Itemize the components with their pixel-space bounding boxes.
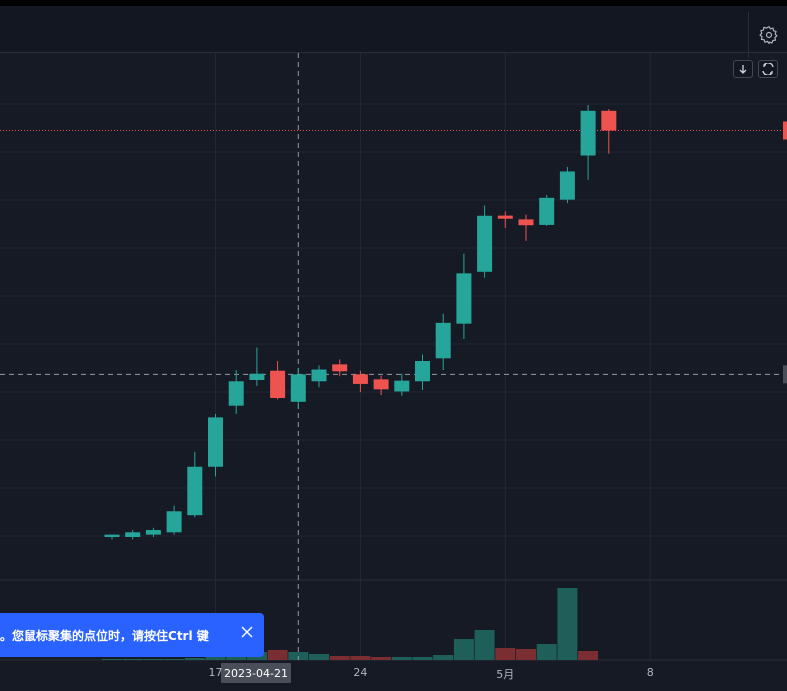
window-top-edge <box>0 0 787 6</box>
volume-bar <box>371 657 392 660</box>
reset-chart-button[interactable] <box>758 60 778 78</box>
candle-body <box>580 110 596 156</box>
time-axis-label: 17 <box>208 666 223 679</box>
candle-body <box>208 417 223 467</box>
volume-bar <box>329 656 350 660</box>
volume-bar <box>495 648 516 660</box>
time-axis-label: 5月 <box>496 668 515 681</box>
settings-button[interactable] <box>748 12 787 58</box>
candle-body <box>270 370 286 398</box>
candle-body <box>435 322 451 359</box>
candle-body <box>145 530 161 535</box>
last-price-marker <box>783 121 787 140</box>
candle-body <box>415 361 430 382</box>
hint-toast-text: 您鼠标聚集的点位时，请按住Ctrl 键。 <box>0 628 209 643</box>
candle-body <box>518 219 534 226</box>
candle-body <box>104 534 120 537</box>
volume-bar <box>578 651 599 660</box>
volume-bar <box>412 657 433 660</box>
chart-toolbar <box>0 6 787 58</box>
volume-bar <box>205 657 226 660</box>
candle-body <box>311 369 327 382</box>
candle-body <box>601 110 617 131</box>
candle-body <box>456 273 472 324</box>
volume-bar <box>453 639 474 660</box>
time-axis-label: 24 <box>353 666 368 679</box>
candle-body <box>539 197 555 225</box>
time-axis-label: 8 <box>646 666 654 679</box>
arrow-down-icon <box>739 65 747 74</box>
volume-bar <box>102 659 122 660</box>
candle-body <box>394 380 410 392</box>
volume-bar <box>557 588 578 660</box>
volume-bar <box>474 630 495 660</box>
crosshair-date-label: 2023-04-21 <box>221 663 291 683</box>
reset-icon <box>762 63 774 75</box>
candle-body <box>187 466 203 516</box>
candle-body <box>477 215 493 272</box>
volume-bar <box>350 656 371 660</box>
volume-bar <box>536 644 557 660</box>
candle-body <box>332 364 348 372</box>
candle-body <box>228 381 244 406</box>
candle-body <box>559 171 575 200</box>
candle-body <box>352 374 368 384</box>
close-icon <box>241 626 253 638</box>
volume-bar <box>516 649 536 660</box>
volume-bar <box>309 654 329 660</box>
volume-bar <box>433 655 454 660</box>
volume-bar <box>143 659 164 660</box>
hint-toast: 您鼠标聚集的点位时，请按住Ctrl 键。 <box>0 613 264 657</box>
toast-close-button[interactable] <box>238 623 256 641</box>
candle-body <box>290 374 306 402</box>
candle-body <box>373 379 389 390</box>
candle-body <box>497 215 513 219</box>
volume-bar <box>164 659 185 660</box>
gear-icon <box>758 25 778 45</box>
volume-bar <box>122 659 143 660</box>
volume-bar <box>226 654 247 660</box>
crosshair-price-marker <box>783 365 787 384</box>
candle-body <box>249 373 265 380</box>
candle-body <box>125 532 141 537</box>
volume-bar <box>391 657 412 660</box>
volume-bar <box>267 650 288 660</box>
candle-body <box>166 511 182 533</box>
scroll-to-latest-button[interactable] <box>733 60 753 78</box>
volume-bar <box>184 658 205 660</box>
